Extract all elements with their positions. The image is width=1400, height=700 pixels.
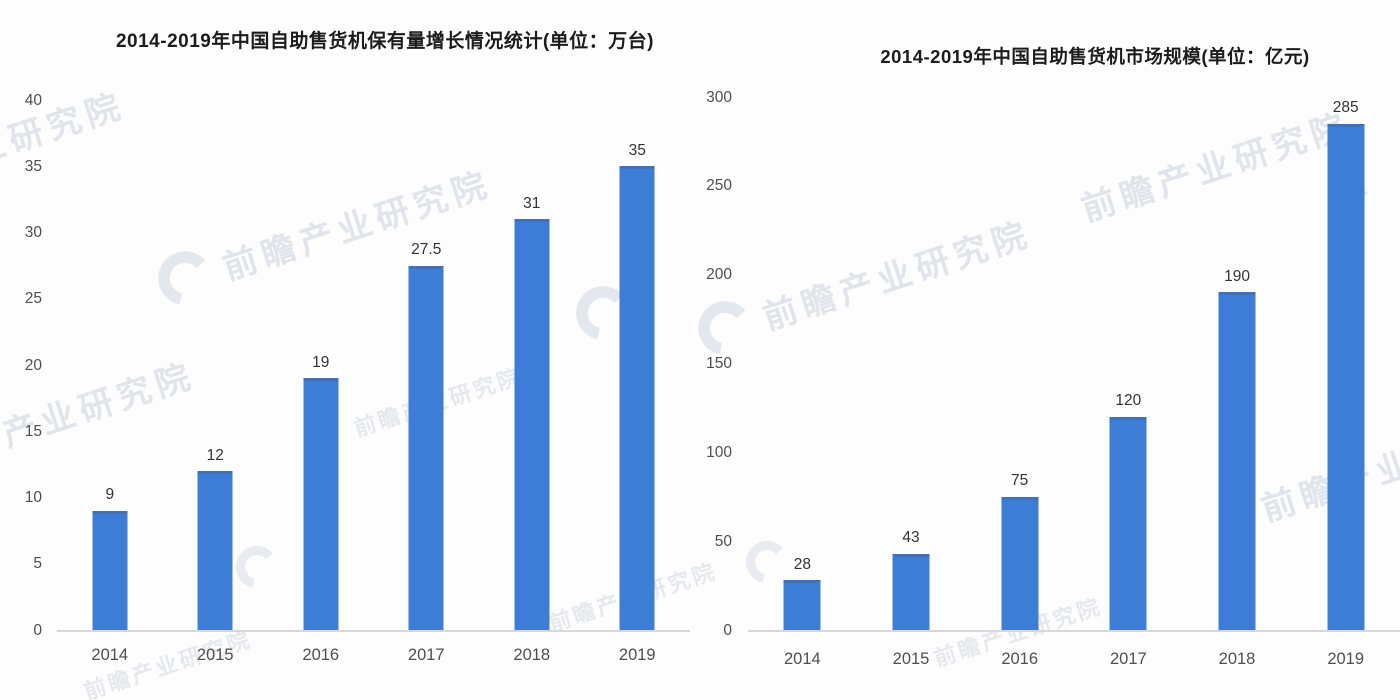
chart-market-size: 2014-2019年中国自助售货机市场规模(单位：亿元) 0 50 100 150 20… (690, 0, 1400, 700)
y-tick-label: 5 (33, 555, 42, 572)
bar-2017 (408, 265, 444, 630)
bar-2014 (783, 580, 821, 630)
x-tick-label: 2017 (1109, 650, 1147, 668)
y-tick-label: 0 (33, 621, 42, 639)
y-tick-label: 200 (706, 265, 732, 283)
x-tick-label: 2018 (1218, 650, 1256, 668)
x-tick-label: 2014 (783, 650, 821, 668)
x-tick-label: 2016 (302, 646, 340, 664)
bar-2014 (92, 510, 128, 630)
chart-title: 2014-2019年中国自助售货机保有量增长情况统计(单位：万台) (115, 30, 655, 52)
bar-2019 (619, 166, 655, 630)
bar-slot: 28 (748, 97, 857, 630)
y-tick-label: 10 (24, 488, 42, 506)
x-tick-label: 2019 (1327, 650, 1365, 668)
bar-value-label: 12 (206, 446, 224, 464)
plot-area: 9 12 19 27.5 31 35 (57, 100, 690, 632)
x-tick-label: 2014 (91, 646, 129, 664)
bar-value-label: 28 (793, 555, 811, 573)
bar-slot: 19 (268, 100, 374, 630)
x-axis: 2014 2015 2016 2017 2018 2019 (748, 650, 1400, 672)
bar-2019 (1327, 123, 1365, 630)
bar-2017 (1109, 416, 1147, 630)
bar-value-label: 190 (1224, 267, 1250, 285)
x-tick-label: 2015 (196, 646, 234, 664)
bar-value-label: 75 (1011, 472, 1029, 490)
chart-title: 2014-2019年中国自助售货机市场规模(单位：亿元) (880, 46, 1310, 68)
y-tick-label: 150 (706, 354, 732, 372)
bar-value-label: 285 (1332, 99, 1359, 117)
y-axis: 0 50 100 150 200 250 300 (692, 89, 732, 637)
x-tick-label: 2019 (618, 646, 656, 664)
bar-slot: 31 (479, 100, 585, 630)
bar-2018 (1218, 292, 1256, 630)
bar-value-label: 35 (628, 141, 646, 159)
x-axis: 2014 2015 2016 2017 2018 2019 (57, 646, 690, 668)
x-tick-label: 2015 (892, 650, 930, 668)
bar-slot: 43 (857, 97, 966, 630)
bar-value-label: 31 (523, 194, 541, 212)
y-tick-label: 30 (24, 223, 42, 241)
y-tick-label: 100 (706, 443, 732, 461)
y-tick-label: 35 (24, 157, 42, 175)
y-tick-label: 25 (24, 290, 42, 307)
y-tick-label: 0 (723, 621, 732, 639)
x-tick-label: 2017 (407, 646, 445, 664)
bars-area: 9 12 19 27.5 31 35 (57, 100, 690, 630)
bar-value-label: 19 (312, 353, 330, 371)
bar-slot: 285 (1291, 97, 1400, 630)
y-tick-label: 40 (24, 91, 42, 109)
bar-value-label: 43 (902, 529, 920, 547)
bar-slot: 190 (1183, 97, 1292, 630)
bar-slot: 9 (57, 100, 163, 630)
y-tick-label: 50 (714, 532, 732, 550)
bar-2018 (514, 219, 550, 630)
chart-holdings: 2014-2019年中国自助售货机保有量增长情况统计(单位：万台) 0 5 10 15… (0, 0, 690, 700)
bar-value-label: 27.5 (411, 241, 442, 259)
x-tick-label: 2016 (1001, 650, 1039, 668)
bar-slot: 12 (163, 100, 269, 630)
bar-2015 (197, 471, 233, 630)
y-axis: 0 5 10 15 20 25 30 35 40 (10, 92, 42, 637)
plot-area: 28 43 75 120 190 285 (748, 97, 1400, 632)
bar-2015 (892, 553, 930, 630)
bar-slot: 120 (1074, 97, 1183, 630)
bar-2016 (1001, 496, 1039, 630)
x-tick-label: 2018 (513, 646, 551, 664)
bar-2016 (303, 378, 339, 630)
y-tick-label: 300 (706, 88, 732, 106)
bar-slot: 75 (965, 97, 1074, 630)
bar-value-label: 120 (1115, 392, 1142, 410)
y-tick-label: 250 (706, 177, 732, 195)
bar-value-label: 9 (105, 486, 115, 504)
bars-area: 28 43 75 120 190 285 (748, 97, 1400, 630)
bar-slot: 35 (585, 100, 691, 630)
bar-slot: 27.5 (374, 100, 480, 630)
y-tick-label: 15 (24, 422, 42, 440)
y-tick-label: 20 (24, 356, 42, 374)
